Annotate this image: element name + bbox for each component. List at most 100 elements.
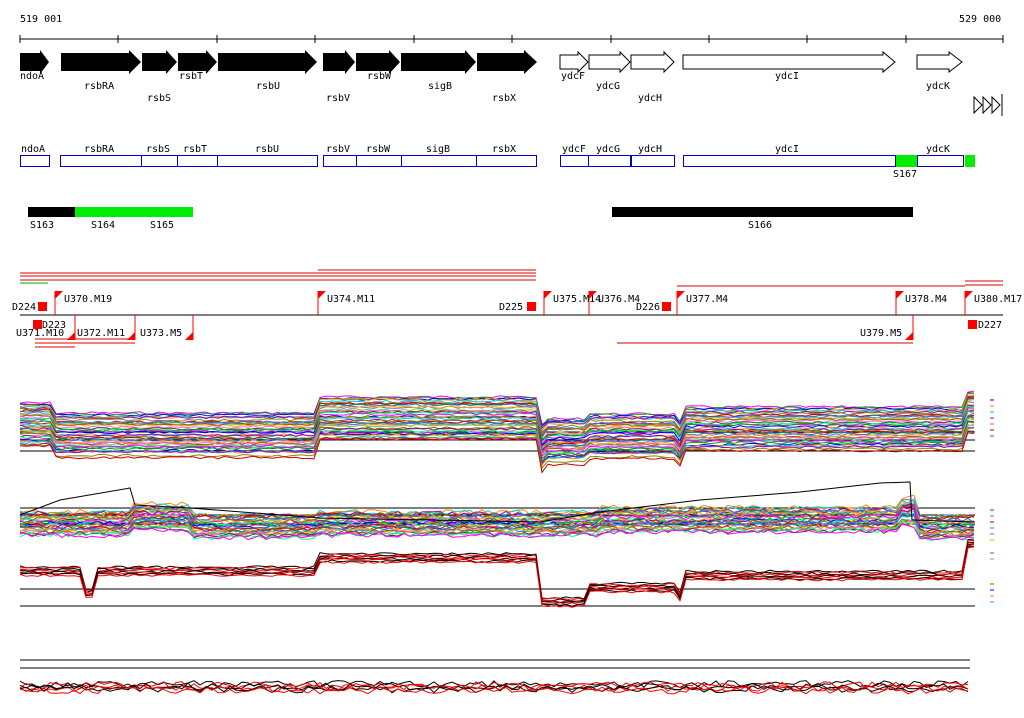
- gene-label-ydcG: ydcG: [596, 81, 620, 92]
- gene-label-rsbX: rsbX: [492, 93, 516, 104]
- downshift-marker[interactable]: D225: [499, 302, 536, 313]
- gene-box-rsbT[interactable]: [177, 155, 218, 167]
- gene-arrow-ydcG[interactable]: [588, 50, 631, 74]
- gene-box-sigB[interactable]: [401, 155, 477, 167]
- downshift-label: D225: [499, 302, 523, 313]
- gene-box-label-rsbS: rsbS: [146, 144, 170, 155]
- segment-marker-S167[interactable]: [896, 155, 917, 167]
- ruler-end-label: 529 000: [959, 14, 1001, 25]
- upshift-marker[interactable]: U377.M4: [676, 291, 728, 315]
- profile-legend-ticks: [990, 399, 994, 603]
- gene-box-rsbW[interactable]: [356, 155, 402, 167]
- gene-box-ydcG[interactable]: [588, 155, 631, 167]
- gene-box-label-ydcF: ydcF: [562, 144, 586, 155]
- gene-arrow-ydcF[interactable]: [559, 50, 589, 74]
- downshift-label: D224: [12, 302, 36, 313]
- gene-box-label-ydcK: ydcK: [926, 144, 950, 155]
- profile-panel-4: [19, 659, 970, 695]
- gene-box-label-rsbT: rsbT: [183, 144, 207, 155]
- gene-arrow-sigB[interactable]: [401, 50, 476, 74]
- upshift-label: U375.M14: [553, 294, 601, 305]
- upshift-label: U380.M17: [974, 294, 1022, 305]
- upshift-label: U377.M4: [686, 294, 728, 305]
- gene-arrow-ndoA[interactable]: [20, 50, 49, 74]
- gene-box-ydcK[interactable]: [917, 155, 964, 167]
- gene-box-rsbX[interactable]: [476, 155, 537, 167]
- upshift-label: U373.M5: [140, 328, 182, 339]
- segment-track: S163 S164 S165 S166: [28, 207, 913, 231]
- more-genes-chevron-icon[interactable]: [973, 94, 1003, 116]
- upshift-marker[interactable]: U372.M11: [77, 315, 136, 340]
- gene-arrow-ydcI[interactable]: [682, 50, 896, 74]
- downshift-marker[interactable]: D226: [636, 302, 671, 313]
- segment-label-S166: S166: [748, 220, 772, 231]
- upshift-marker[interactable]: U376.M4: [588, 291, 640, 315]
- downshift-label: D223: [42, 320, 66, 331]
- gene-box-label-rsbW: rsbW: [366, 144, 391, 155]
- upshift-marker[interactable]: U379.M5: [860, 315, 914, 340]
- gene-label-ydcH: ydcH: [638, 93, 662, 104]
- gene-box-ydcF[interactable]: [560, 155, 589, 167]
- gene-arrow-rsbX[interactable]: [477, 50, 537, 74]
- upshift-label: U379.M5: [860, 328, 902, 339]
- gene-arrow-rsbW[interactable]: [356, 50, 400, 74]
- gene-box-ydcH[interactable]: [631, 155, 675, 167]
- upshift-marker[interactable]: U370.M19: [54, 291, 112, 315]
- gene-label-rsbS: rsbS: [147, 93, 171, 104]
- coordinate-ruler: 519 001 529 000: [19, 14, 1004, 43]
- ruler-start-label: 519 001: [20, 14, 62, 25]
- upshift-label: U376.M4: [598, 294, 640, 305]
- gene-arrow-rsbT[interactable]: [178, 50, 217, 74]
- gene-box-label-ydcG: ydcG: [596, 144, 620, 155]
- gene-label-rsbW: rsbW: [367, 71, 392, 82]
- segment-S164-S165[interactable]: [75, 207, 193, 217]
- gene-arrow-rsbRA[interactable]: [61, 50, 141, 74]
- upshift-marker[interactable]: U375.M14: [543, 291, 601, 315]
- gene-box-labels: ndoA rsbRA rsbS rsbT rsbU rsbV rsbW sigB…: [21, 144, 950, 155]
- upshift-marker[interactable]: U371.M10: [16, 315, 76, 340]
- segment-label-S164: S164: [91, 220, 115, 231]
- gene-box-rsbRA[interactable]: [60, 155, 142, 167]
- gene-box-track: [20, 155, 964, 167]
- segment-S166[interactable]: [612, 207, 913, 217]
- downshift-marker[interactable]: D223: [33, 320, 66, 331]
- upshift-marker[interactable]: U380.M17: [964, 291, 1022, 315]
- upshift-label: U378.M4: [905, 294, 947, 305]
- gene-label-rsbU: rsbU: [256, 81, 280, 92]
- gene-box-rsbS[interactable]: [141, 155, 178, 167]
- gene-label-sigB: sigB: [428, 81, 452, 92]
- gene-label-rsbT: rsbT: [179, 71, 203, 82]
- gene-label-ndoA: ndoA: [20, 71, 44, 82]
- gene-label-ydcF: ydcF: [561, 71, 585, 82]
- gene-label-rsbRA: rsbRA: [84, 81, 114, 92]
- gene-box-ydcI[interactable]: [683, 155, 896, 167]
- gene-box-rsbV[interactable]: [323, 155, 357, 167]
- segment-S163[interactable]: [28, 207, 75, 217]
- upshift-marker[interactable]: U373.M5: [140, 315, 194, 340]
- gene-box-ndoA[interactable]: [20, 155, 50, 167]
- downshift-marker[interactable]: D224: [12, 302, 47, 313]
- expression-profiles: [19, 390, 994, 695]
- downshift-label: D227: [978, 320, 1002, 331]
- profile-panel-3: [19, 538, 975, 608]
- upshift-label: U371.M10: [16, 328, 64, 339]
- downshift-marker[interactable]: D227: [968, 320, 1002, 331]
- gene-arrow-ydcK[interactable]: [916, 50, 963, 74]
- upshift-marker[interactable]: U374.M11: [317, 291, 375, 315]
- upshift-marker[interactable]: U378.M4: [895, 291, 947, 315]
- gene-box-label-ydcH: ydcH: [638, 144, 662, 155]
- gene-box-rsbU[interactable]: [217, 155, 318, 167]
- gene-arrow-rsbU[interactable]: [218, 50, 317, 74]
- profile-panel-2: [19, 481, 976, 542]
- segment-label-S167: S167: [893, 169, 917, 180]
- gene-arrow-rsbS[interactable]: [142, 50, 177, 74]
- profile-panel-1: [19, 390, 975, 474]
- gene-box-label-rsbRA: rsbRA: [84, 144, 114, 155]
- gene-arrow-ydcH[interactable]: [630, 50, 675, 74]
- downshift-label: D226: [636, 302, 660, 313]
- segment-marker-edge[interactable]: [965, 155, 975, 167]
- gene-box-label-sigB: sigB: [426, 144, 450, 155]
- gene-arrow-rsbV[interactable]: [323, 50, 355, 74]
